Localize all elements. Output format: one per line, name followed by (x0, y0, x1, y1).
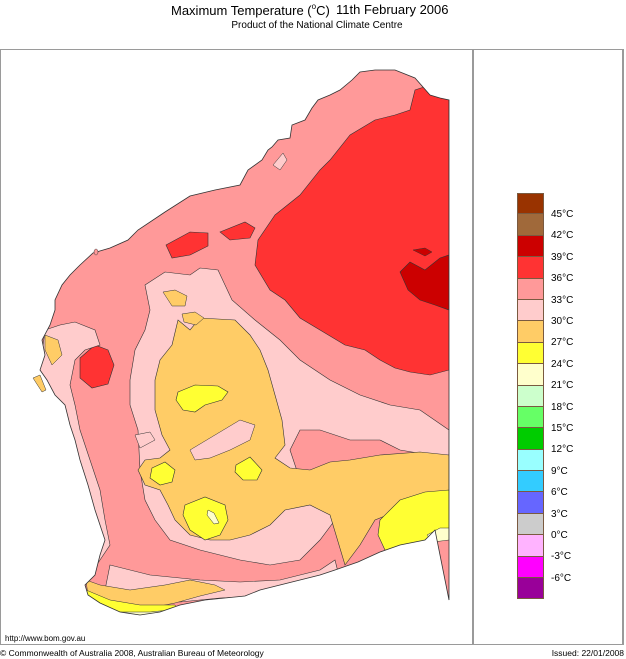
title-text: Maximum Temperature (oC) (171, 2, 330, 18)
legend-label: 21°C (551, 380, 574, 391)
legend-label: 36°C (551, 273, 574, 284)
legend-label: 27°C (551, 337, 574, 348)
legend-label: 3°C (551, 509, 568, 520)
legend-swatch (517, 428, 544, 450)
legend-label: 12°C (551, 444, 574, 455)
legend-label: 18°C (551, 402, 574, 413)
issued-date: Issued: 22/01/2008 (551, 648, 624, 658)
chart-subtitle: Product of the National Climate Centre (231, 20, 403, 31)
legend-swatch (517, 492, 544, 514)
legend-swatch (517, 578, 544, 600)
legend-label: 45°C (551, 209, 574, 220)
source-url: http://www.bom.gov.au (5, 634, 86, 643)
legend-label: 9°C (551, 466, 568, 477)
legend-label: 0°C (551, 530, 568, 541)
legend-label: -6°C (551, 573, 572, 584)
legend-swatch (517, 321, 544, 343)
legend-label: 6°C (551, 487, 568, 498)
legend-swatch (517, 535, 544, 557)
legend-swatch (517, 406, 544, 429)
legend-label: 24°C (551, 359, 574, 370)
color-legend (517, 193, 545, 600)
legend-swatch (517, 235, 544, 258)
legend-swatch (517, 278, 544, 300)
legend-swatch (517, 214, 544, 236)
map-frame (0, 49, 624, 645)
legend-label: 42°C (551, 230, 574, 241)
legend-swatch (517, 513, 544, 536)
legend-swatch (517, 385, 544, 407)
copyright-text: © Commonwealth of Australia 2008, Austra… (0, 648, 264, 658)
chart-title: Maximum Temperature (oC) 11th February 2… (0, 0, 626, 20)
legend-label: 39°C (551, 252, 574, 263)
legend-label: -3°C (551, 551, 572, 562)
legend-swatch (517, 471, 544, 493)
legend-swatch (517, 556, 544, 579)
legend-label: 15°C (551, 423, 574, 434)
legend-swatch (517, 449, 544, 472)
legend-label: 30°C (551, 316, 574, 327)
legend-swatch (517, 257, 544, 279)
title-date: 11th February 2006 (336, 2, 449, 17)
legend-swatch (517, 364, 544, 386)
frame-divider (472, 49, 474, 645)
legend-swatch (517, 299, 544, 322)
legend-swatch (517, 342, 544, 365)
legend-swatch (517, 193, 544, 215)
legend-label: 33°C (551, 295, 574, 306)
